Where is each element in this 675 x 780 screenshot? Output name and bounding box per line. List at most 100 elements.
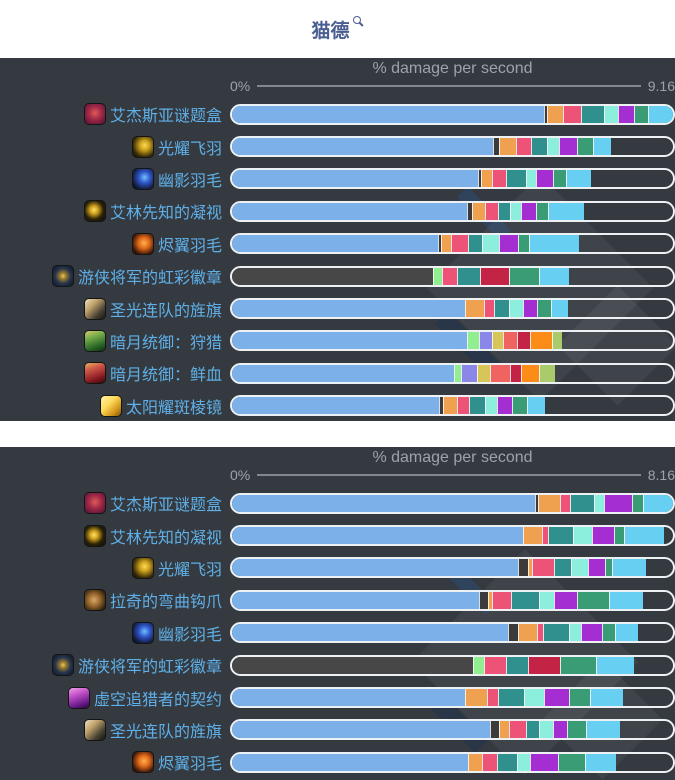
bar-segment-green[interactable] (560, 656, 596, 674)
trinket-label[interactable]: 艾杰斯亚谜题盒 (109, 108, 222, 126)
bar-segment-orange[interactable] (498, 138, 516, 156)
dps-bar[interactable] (230, 492, 675, 514)
trinket-label[interactable]: 暗月统御：狩猎 (109, 334, 222, 352)
bar-segment-pink[interactable] (536, 624, 543, 642)
bar-segment-mint[interactable] (539, 591, 555, 609)
bar-segment-purple[interactable] (587, 559, 605, 577)
bar-segment-green[interactable] (576, 138, 593, 156)
bar-segment-purple[interactable] (552, 721, 567, 739)
dps-bar[interactable] (230, 136, 675, 158)
bar-segment-purple[interactable] (554, 591, 578, 609)
bar-segment-ygreen[interactable] (552, 332, 563, 350)
hook-icon[interactable] (84, 590, 105, 611)
bar-segment-pink[interactable] (508, 721, 526, 739)
trinket-label[interactable]: 光耀飞羽 (157, 561, 222, 579)
bar-segment-blue[interactable] (232, 300, 466, 318)
bar-segment-green[interactable] (536, 300, 551, 318)
bar-segment-pink[interactable] (456, 397, 469, 415)
bar-segment-sky[interactable] (595, 656, 634, 674)
bar-segment-mint[interactable] (572, 527, 592, 545)
bar-segment-teal[interactable] (554, 559, 572, 577)
bar-segment-purple[interactable] (522, 300, 537, 318)
bar-segment-orange[interactable] (498, 721, 509, 739)
bar-segment-green[interactable] (568, 689, 590, 707)
feather-ember-icon[interactable] (132, 752, 153, 773)
trinket-label[interactable]: 拉奇的弯曲钩爪 (109, 594, 222, 612)
trinket-label[interactable]: 艾杰斯亚谜题盒 (109, 497, 222, 515)
bar-segment-sky[interactable] (585, 721, 620, 739)
bar-segment-dark[interactable] (535, 494, 539, 512)
bar-segment-blue[interactable] (232, 721, 490, 739)
bar-segment-dark[interactable] (479, 591, 489, 609)
dps-bar[interactable] (230, 298, 675, 320)
card-red-icon[interactable] (84, 363, 105, 384)
bar-segment-green[interactable] (601, 624, 615, 642)
eye-gold-icon[interactable] (84, 201, 105, 222)
bar-segment-mint[interactable] (538, 721, 553, 739)
trinket-label[interactable]: 烬翼羽毛 (157, 237, 222, 255)
trinket-label[interactable]: 圣光连队的旌旗 (109, 302, 222, 320)
bar-segment-mint[interactable] (481, 235, 499, 253)
bar-segment-teal[interactable] (497, 753, 518, 771)
card-green-icon[interactable] (84, 330, 105, 351)
bar-segment-orange[interactable] (522, 527, 542, 545)
dps-bar[interactable] (230, 168, 675, 190)
bar-segment-teal[interactable] (497, 689, 524, 707)
bar-segment-sky[interactable] (614, 624, 638, 642)
bar-segment-teal[interactable] (542, 624, 569, 642)
bar-segment-teal[interactable] (506, 170, 526, 188)
bar-segment-blue[interactable] (232, 170, 479, 188)
bar-segment-pink[interactable] (483, 300, 494, 318)
bar-segment-dark[interactable] (489, 721, 499, 739)
dps-bar[interactable] (230, 622, 675, 644)
dps-bar[interactable] (230, 233, 675, 255)
bar-segment-green[interactable] (517, 235, 529, 253)
bar-segment-mint[interactable] (546, 138, 559, 156)
bar-segment-blue[interactable] (232, 397, 439, 415)
bar-segment-teal[interactable] (547, 527, 573, 545)
bar-segment-darkbar[interactable] (232, 267, 434, 285)
bar-segment-green[interactable] (632, 494, 643, 512)
bar-segment-green[interactable] (577, 591, 610, 609)
bar-segment-blue[interactable] (232, 494, 536, 512)
bar-segment-pink[interactable] (531, 559, 555, 577)
bar-segment-sky[interactable] (539, 267, 570, 285)
bar-segment-sky[interactable] (592, 138, 612, 156)
bar-segment-purple[interactable] (535, 170, 553, 188)
bar-segment-crimson[interactable] (479, 267, 509, 285)
dps-bar[interactable] (230, 330, 675, 352)
bar-segment-blue[interactable] (232, 559, 518, 577)
bar-segment-blue[interactable] (232, 624, 509, 642)
bar-segment-blue[interactable] (232, 527, 523, 545)
bar-segment-green[interactable] (566, 721, 586, 739)
bar-segment-purple[interactable] (496, 397, 512, 415)
bar-segment-teal[interactable] (497, 202, 510, 220)
bar-segment-dorange[interactable] (520, 364, 539, 382)
bar-segment-pink[interactable] (482, 753, 498, 771)
dps-bar[interactable] (230, 525, 675, 547)
bar-segment-mint[interactable] (523, 689, 544, 707)
bar-segment-orange[interactable] (480, 170, 493, 188)
dps-bar[interactable] (230, 362, 675, 384)
bar-segment-blue[interactable] (232, 138, 494, 156)
bar-segment-ygreen[interactable] (538, 364, 555, 382)
bar-segment-lime[interactable] (433, 267, 443, 285)
bar-segment-teal[interactable] (493, 300, 509, 318)
bar-segment-mint[interactable] (568, 624, 581, 642)
bar-segment-purple[interactable] (520, 202, 536, 220)
bar-segment-darkbar[interactable] (232, 656, 473, 674)
bar-segment-green[interactable] (614, 527, 625, 545)
dps-bar[interactable] (230, 719, 675, 741)
bar-segment-teal[interactable] (505, 656, 529, 674)
bar-segment-pink[interactable] (483, 656, 506, 674)
trinket-label[interactable]: 太阳耀斑棱镜 (125, 399, 222, 417)
bar-segment-pink[interactable] (559, 494, 571, 512)
trinket-label[interactable]: 游侠将军的虹彩徽章 (77, 659, 222, 677)
bar-segment-pink[interactable] (492, 170, 507, 188)
bar-segment-pink[interactable] (491, 591, 511, 609)
bar-segment-green[interactable] (535, 202, 549, 220)
feather-blue-icon[interactable] (132, 168, 153, 189)
search-icon[interactable] (352, 15, 364, 29)
bar-segment-peri[interactable] (479, 332, 493, 350)
bar-segment-lime[interactable] (473, 656, 484, 674)
